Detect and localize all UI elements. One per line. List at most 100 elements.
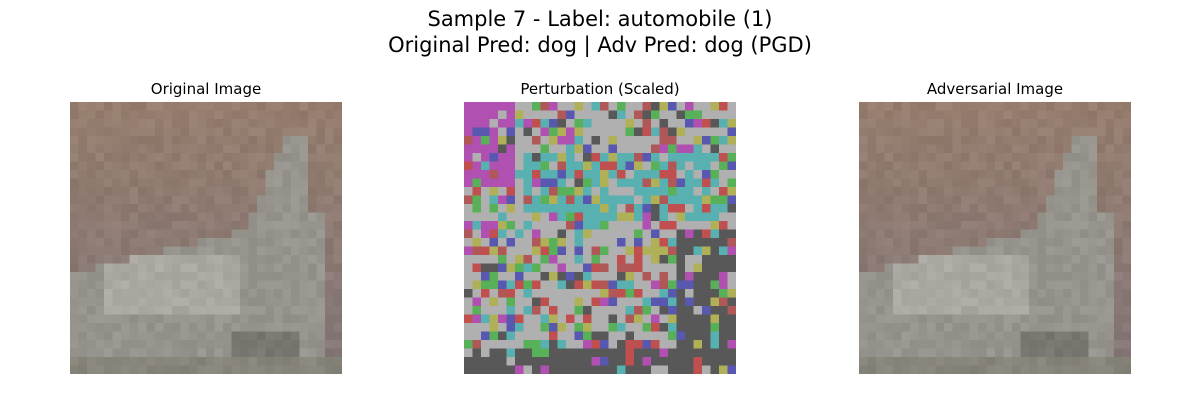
pixel: [685, 289, 694, 298]
pixel: [206, 348, 215, 358]
pixel: [163, 187, 173, 196]
pixel: [223, 195, 232, 205]
pixel: [299, 357, 309, 366]
pixel: [70, 195, 79, 205]
pixel: [78, 340, 88, 349]
pixel: [121, 340, 130, 349]
pixel: [676, 110, 686, 120]
pixel: [986, 238, 996, 247]
pixel: [540, 102, 550, 111]
pixel: [978, 212, 987, 222]
pixel: [282, 357, 292, 366]
pixel: [257, 136, 266, 145]
pixel: [325, 153, 334, 162]
pixel: [1054, 365, 1064, 374]
pixel: [995, 331, 1004, 341]
pixel: [591, 195, 601, 205]
pixel: [257, 340, 266, 349]
pixel: [274, 119, 283, 128]
pixel: [316, 331, 326, 341]
pixel: [146, 161, 156, 171]
pixel: [1063, 153, 1072, 162]
pixel: [248, 280, 258, 290]
pixel: [859, 187, 868, 196]
pixel: [129, 340, 139, 349]
pixel: [532, 127, 541, 137]
pixel: [574, 119, 584, 128]
pixel: [969, 170, 979, 179]
pixel: [710, 340, 720, 349]
pixel: [952, 331, 962, 341]
pixel: [248, 102, 258, 111]
pixel: [163, 289, 173, 298]
pixel: [214, 153, 224, 162]
pixel: [557, 204, 567, 213]
pixel: [129, 153, 139, 162]
pixel: [625, 323, 635, 332]
pixel: [591, 289, 601, 298]
pixel: [642, 246, 652, 256]
pixel: [257, 280, 266, 290]
pixel: [274, 272, 283, 281]
pixel: [867, 314, 877, 324]
pixel: [642, 195, 652, 205]
pixel: [95, 153, 105, 162]
pixel: [927, 136, 936, 145]
pixel: [333, 357, 342, 366]
pixel: [651, 187, 660, 196]
pixel: [248, 263, 258, 273]
pixel: [121, 204, 130, 213]
pixel: [481, 204, 490, 213]
pixel: [557, 161, 567, 171]
pixel: [112, 323, 122, 332]
pixel: [642, 187, 652, 196]
pixel: [299, 178, 309, 188]
pixel: [634, 306, 643, 315]
pixel: [325, 187, 334, 196]
pixel: [1020, 178, 1030, 188]
pixel: [248, 144, 258, 154]
pixel: [986, 365, 996, 374]
pixel: [121, 314, 130, 324]
pixel: [87, 365, 96, 374]
pixel: [498, 178, 507, 188]
pixel: [540, 178, 550, 188]
pixel: [583, 272, 592, 281]
pixel: [634, 340, 643, 349]
pixel: [1097, 144, 1106, 154]
pixel: [163, 119, 173, 128]
pixel: [719, 255, 728, 264]
pixel: [1037, 323, 1047, 332]
pixel: [617, 212, 626, 222]
pixel: [1003, 238, 1013, 247]
pixel: [464, 314, 473, 324]
figure-title-line2: Original Pred: dog | Adv Pred: dog (PGD): [388, 33, 812, 57]
pixel: [625, 102, 635, 111]
pixel: [910, 170, 919, 179]
pixel: [333, 340, 342, 349]
pixel: [944, 221, 953, 230]
pixel: [121, 246, 130, 256]
pixel: [489, 246, 499, 256]
pixel: [291, 178, 300, 188]
pixel: [316, 365, 326, 374]
pixel: [129, 229, 139, 239]
pixel: [901, 323, 911, 332]
pixel: [155, 357, 164, 366]
pixel: [651, 348, 660, 358]
pixel: [325, 161, 334, 171]
pixel: [78, 153, 88, 162]
pixel: [693, 153, 703, 162]
pixel: [693, 331, 703, 341]
pixel: [464, 127, 473, 137]
pixel: [1037, 119, 1047, 128]
pixel: [617, 272, 626, 281]
pixel: [197, 119, 207, 128]
pixel: [986, 110, 996, 120]
pixel: [231, 110, 241, 120]
pixel: [223, 229, 232, 239]
pixel: [876, 263, 885, 273]
pixel: [197, 323, 207, 332]
pixel: [308, 136, 317, 145]
pixel: [910, 238, 919, 247]
